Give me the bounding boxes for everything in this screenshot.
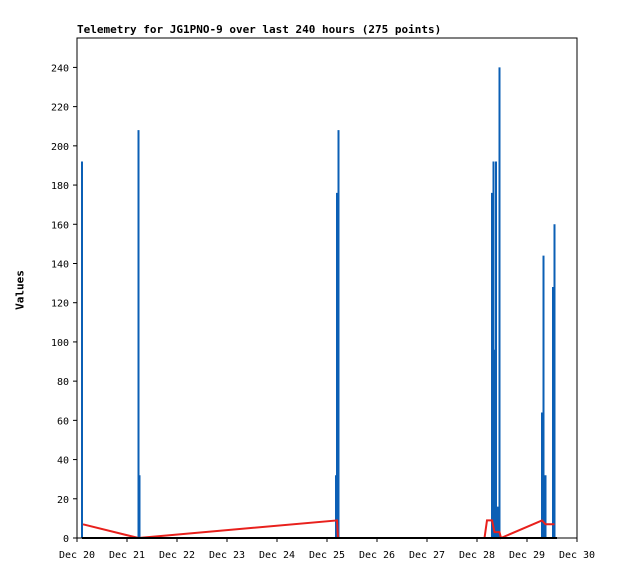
y-tick-label: 60	[57, 416, 69, 427]
y-tick-label: 120	[51, 299, 69, 310]
y-tick-label: 0	[63, 534, 69, 545]
x-tick-label: Dec 21	[109, 550, 145, 561]
x-tick-label: Dec 26	[359, 550, 395, 561]
y-tick-label: 40	[57, 456, 69, 467]
x-tick-label: Dec 23	[209, 550, 245, 561]
y-axis: 0 20 40 60 80 100 120 140 160 180 200 220 240	[51, 63, 77, 545]
chart-title: Telemetry for JG1PNO-9 over last 240 hou…	[77, 23, 442, 36]
x-tick-label: Dec 25	[309, 550, 345, 561]
x-axis: Dec 20 Dec 21 Dec 22 Dec 23 Dec 24 Dec 25 Dec …	[59, 538, 595, 561]
y-tick-label: 20	[57, 495, 69, 506]
y-tick-label: 160	[51, 220, 69, 231]
x-tick-label: Dec 22	[159, 550, 195, 561]
series-layer	[81, 67, 558, 540]
x-tick-label: Dec 29	[509, 550, 545, 561]
y-tick-label: 140	[51, 259, 69, 270]
plot-frame	[76, 37, 578, 539]
x-tick-label: Dec 20	[59, 550, 95, 561]
x-tick-label: Dec 27	[409, 550, 445, 561]
x-tick-label: Dec 30	[559, 550, 595, 561]
y-tick-label: 240	[51, 63, 69, 74]
x-tick-label: Dec 24	[259, 550, 295, 561]
y-tick-label: 80	[57, 377, 69, 388]
series-line	[82, 519, 555, 540]
y-tick-label: 100	[51, 338, 69, 349]
y-tick-label: 200	[51, 142, 69, 153]
y-tick-label: 220	[51, 103, 69, 114]
y-tick-label: 180	[51, 181, 69, 192]
x-tick-label: Dec 28	[459, 550, 495, 561]
